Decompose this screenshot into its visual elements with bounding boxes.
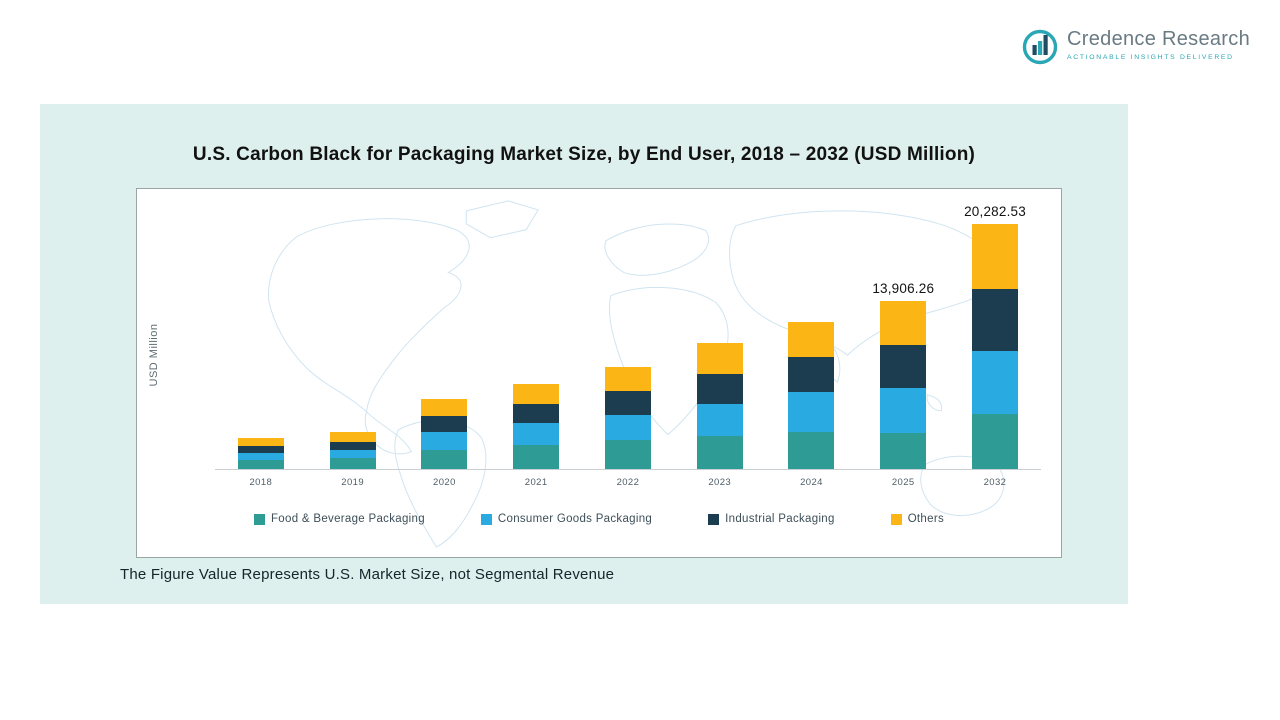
legend-item-food-beverage-packaging: Food & Beverage Packaging xyxy=(253,513,425,525)
segment-2022-others xyxy=(604,367,651,392)
x-tick-2025: 2025 xyxy=(891,477,915,488)
segment-2020-others xyxy=(421,399,468,417)
segment-2032-consumer-goods-packaging xyxy=(972,351,1018,414)
legend-label-food-beverage-packaging: Food & Beverage Packaging xyxy=(270,513,425,525)
footnote: The Figure Value Represents U.S. Market … xyxy=(120,566,615,583)
legend-item-industrial-packaging: Industrial Packaging xyxy=(708,513,835,525)
segment-2018-industrial-packaging xyxy=(237,445,284,453)
plot-area: 13,906.26 20,282.53 xyxy=(215,204,1041,470)
segment-2024-food-beverage-packaging xyxy=(788,432,835,469)
legend-item-consumer-goods-packaging: Consumer Goods Packaging xyxy=(480,513,653,525)
bar-2023 xyxy=(696,225,743,469)
segment-2018-others xyxy=(237,437,284,446)
segment-2025-food-beverage-packaging xyxy=(880,432,927,469)
segment-2021-others xyxy=(513,383,560,404)
segment-2025-industrial-packaging xyxy=(880,344,927,389)
segment-2019-industrial-packaging xyxy=(329,441,376,450)
segment-2021-food-beverage-packaging xyxy=(513,444,560,469)
bar-2021 xyxy=(513,225,560,469)
segment-2022-industrial-packaging xyxy=(604,391,651,415)
bar-2022 xyxy=(604,225,651,469)
legend-swatch-industrial-packaging xyxy=(708,513,720,525)
bar-2032: 20,282.53 xyxy=(964,204,1026,469)
legend-label-others: Others xyxy=(907,513,944,525)
segment-2023-food-beverage-packaging xyxy=(696,436,743,469)
segment-2020-consumer-goods-packaging xyxy=(421,431,468,450)
legend-swatch-others xyxy=(890,513,902,525)
segment-2024-industrial-packaging xyxy=(788,356,835,392)
x-tick-2021: 2021 xyxy=(524,477,548,488)
segment-2019-consumer-goods-packaging xyxy=(329,449,376,459)
bar-2024 xyxy=(788,225,835,469)
segment-2023-industrial-packaging xyxy=(696,374,743,404)
segment-2021-industrial-packaging xyxy=(513,403,560,424)
bar-2018 xyxy=(237,225,284,469)
segment-2023-others xyxy=(696,342,743,375)
segment-2023-consumer-goods-packaging xyxy=(696,403,743,437)
segment-2025-consumer-goods-packaging xyxy=(880,388,927,433)
chart-panel: U.S. Carbon Black for Packaging Market S… xyxy=(40,104,1128,604)
bar-total-label-2032: 20,282.53 xyxy=(964,204,1026,219)
segment-2020-food-beverage-packaging xyxy=(421,449,468,469)
logo: Credence Research Actionable Insights De… xyxy=(1021,28,1250,66)
legend-label-consumer-goods-packaging: Consumer Goods Packaging xyxy=(497,513,653,525)
chart-card: USD Million 13,906.26 20,282.53 2018 2019 2… xyxy=(136,188,1062,558)
bar-2025: 13,906.26 xyxy=(872,225,934,469)
segment-2022-food-beverage-packaging xyxy=(604,440,651,469)
segment-2024-others xyxy=(788,321,835,357)
x-tick-2032: 2032 xyxy=(983,477,1007,488)
brand-name: Credence Research xyxy=(1067,28,1250,50)
bar-2019 xyxy=(329,225,376,469)
legend-swatch-consumer-goods-packaging xyxy=(480,513,492,525)
y-axis-label: USD Million xyxy=(148,323,160,387)
segment-2020-industrial-packaging xyxy=(421,416,468,432)
legend-label-industrial-packaging: Industrial Packaging xyxy=(725,513,835,525)
segment-2022-consumer-goods-packaging xyxy=(604,414,651,441)
x-tick-2022: 2022 xyxy=(616,477,640,488)
legend-swatch-food-beverage-packaging xyxy=(253,513,265,525)
segment-2018-consumer-goods-packaging xyxy=(237,452,284,461)
segment-2019-others xyxy=(329,432,376,442)
bar-chart-logo-icon xyxy=(1022,29,1058,65)
segment-2021-consumer-goods-packaging xyxy=(513,423,560,445)
segment-2025-others xyxy=(880,301,927,345)
brand-tagline: Actionable Insights Delivered xyxy=(1067,54,1234,61)
chart-title: U.S. Carbon Black for Packaging Market S… xyxy=(192,144,976,165)
legend-item-others: Others xyxy=(890,513,944,525)
segment-2024-consumer-goods-packaging xyxy=(788,391,835,433)
x-tick-2020: 2020 xyxy=(433,477,456,488)
bar-total-label-2025: 13,906.26 xyxy=(872,281,935,297)
segment-2018-food-beverage-packaging xyxy=(237,460,284,469)
segment-2032-food-beverage-packaging xyxy=(972,414,1018,469)
segment-2032-industrial-packaging xyxy=(972,289,1018,351)
segment-2032-others xyxy=(972,224,1018,289)
x-tick-2019: 2019 xyxy=(341,477,364,488)
bar-2020 xyxy=(421,225,468,469)
x-axis-labels: 2018 2019 2020 2021 2022 2023 2024 2025 2032 xyxy=(215,477,1041,488)
logo-text: Credence Research Actionable Insights De… xyxy=(1067,28,1250,61)
segment-2019-food-beverage-packaging xyxy=(329,458,376,469)
x-tick-2018: 2018 xyxy=(249,477,273,488)
x-tick-2023: 2023 xyxy=(708,477,732,488)
legend: Food & Beverage Packaging Consumer Goods … xyxy=(137,513,1061,525)
x-tick-2024: 2024 xyxy=(800,477,823,488)
